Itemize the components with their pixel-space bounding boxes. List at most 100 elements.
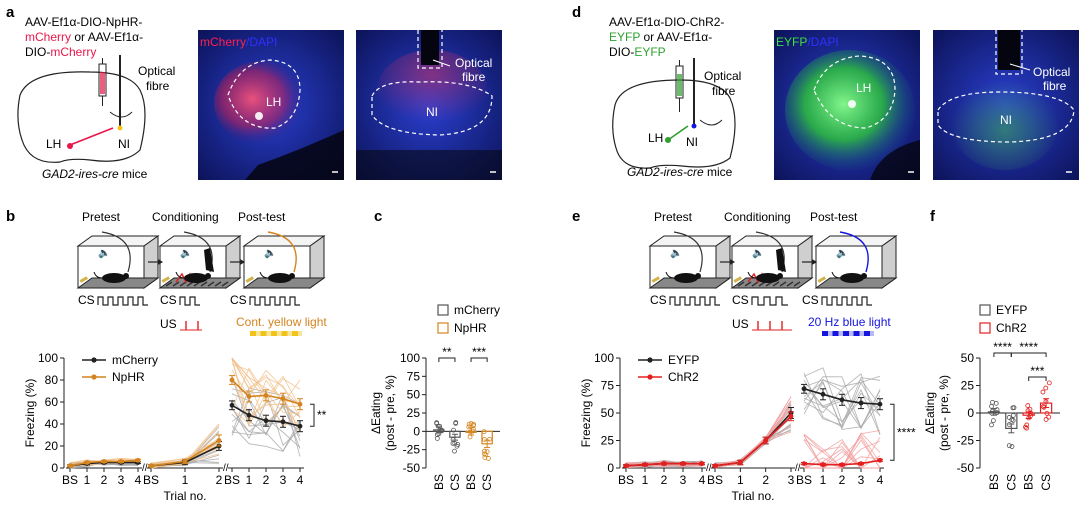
fibre-cable — [101, 231, 131, 273]
individual-trace — [803, 446, 881, 469]
x-axis-label: Trial no. — [164, 489, 207, 503]
scatter-point — [1006, 422, 1012, 427]
data-point — [101, 459, 107, 464]
legend-label: NpHR — [454, 321, 487, 335]
legend-label: EYFP — [668, 353, 699, 367]
light-label: Cont. yellow light — [236, 315, 327, 329]
speaker-icon: 🔈 — [264, 248, 276, 259]
individual-trace — [714, 409, 792, 467]
scatter-point — [434, 436, 440, 441]
significance-stars: *** — [472, 345, 486, 359]
individual-trace — [803, 372, 881, 428]
freezing-mouse — [204, 248, 214, 272]
axis-break-mark: // — [142, 463, 148, 474]
projection-line-d — [667, 125, 689, 141]
scatter-point — [1043, 385, 1049, 391]
mcherry-expression — [214, 61, 310, 145]
mice-label-d: GAD2-ires-cre mice — [627, 165, 733, 179]
food-pellet — [651, 276, 660, 283]
ni-label-d: NI — [686, 135, 698, 149]
light-pulse — [864, 331, 870, 336]
mouse-tail-icon — [831, 271, 841, 279]
scatter-point — [1010, 418, 1016, 423]
y-tick-label: 25 — [407, 406, 421, 420]
scatter-point — [487, 436, 492, 442]
light-pulse — [250, 331, 256, 336]
cs-waveform — [669, 296, 720, 306]
food-pellet — [79, 276, 88, 283]
virus-text-d-2: EYFP or AAV-Ef1α- — [609, 30, 712, 44]
legend-label: EYFP — [996, 303, 1027, 317]
food-pellet — [161, 276, 170, 283]
significance-stars: ** — [442, 345, 452, 359]
scatter-point — [1006, 443, 1012, 449]
grid-floor — [165, 281, 173, 287]
individual-trace — [714, 405, 792, 465]
data-point — [839, 462, 845, 468]
ni-outline — [371, 81, 493, 136]
legend-label: NpHR — [112, 370, 145, 384]
x-tick-label: 1 — [820, 473, 827, 487]
mouse-icon — [674, 273, 698, 283]
axis-break-mark: // — [706, 463, 712, 474]
y-tick-label: 20 — [45, 439, 59, 453]
mouse-tail-icon — [747, 271, 757, 279]
fibre-tip-d — [691, 123, 697, 129]
data-point — [858, 400, 864, 406]
axis-break-mark: // — [223, 463, 229, 474]
scatter-point — [467, 429, 473, 435]
fornix-marker — [848, 100, 856, 108]
optical-fibre-label-a-2: fibre — [146, 79, 170, 93]
x-tick-label: BS — [618, 473, 634, 487]
brain-sulcus-d — [699, 119, 723, 126]
fibre-cable — [839, 231, 869, 273]
micrograph-title-d: EYFP/DAPI — [776, 35, 839, 49]
data-point — [623, 463, 629, 469]
mouse-tail-icon — [665, 271, 675, 279]
individual-trace — [231, 423, 301, 452]
cs-label: CS — [230, 293, 247, 307]
x-tick-label: 1 — [84, 473, 91, 487]
scatter-point — [1010, 413, 1016, 418]
data-point — [737, 460, 743, 465]
micrograph-lh-label-d: LH — [856, 81, 871, 95]
micrograph-fibre-label-a: Optical — [455, 56, 492, 70]
data-point — [297, 423, 303, 429]
significance-bracket — [1028, 376, 1047, 381]
micrograph-a-ni: Optical fibre NI — [356, 30, 502, 180]
x-tick-label: 1 — [246, 473, 253, 487]
scatter-point — [437, 423, 443, 429]
individual-trace — [150, 444, 220, 464]
syringe-fill-d — [677, 74, 682, 96]
protocol-e: Pretest Conditioning Post-test 🔈 🔈 🔈 CS CS CS US 2… — [648, 210, 898, 336]
scatter-point — [1009, 444, 1015, 449]
significance-stars: *** — [1030, 364, 1044, 378]
fibre-track-outline — [995, 30, 1023, 75]
mcherry-fibres — [377, 50, 487, 130]
individual-trace — [803, 433, 880, 469]
x-tick-label: BS — [987, 474, 1001, 490]
fibre-track-outline — [417, 30, 443, 69]
y-tick-label: 60 — [45, 395, 59, 409]
scatter-point — [989, 403, 994, 409]
individual-trace — [231, 375, 301, 421]
grid-floor — [172, 281, 180, 287]
arrow-icon — [158, 259, 163, 265]
y-tick-label: 50 — [961, 351, 975, 365]
significance-bracket — [310, 403, 315, 427]
x-tick-label: 1 — [642, 473, 649, 487]
legend-marker — [647, 374, 653, 380]
grid-floor — [793, 281, 801, 287]
data-point — [263, 393, 269, 398]
x-tick-label: CS — [448, 474, 462, 491]
micrograph-fibre-label-a-2: fibre — [462, 70, 486, 84]
fibre-tip-a — [117, 125, 123, 131]
stage-label: Post-test — [238, 210, 286, 224]
x-tick-label: BS — [62, 473, 78, 487]
y-tick-label: 50 — [601, 406, 615, 420]
lh-outline — [227, 59, 301, 129]
mouse-icon — [184, 273, 208, 283]
mouse-tail-icon — [93, 271, 103, 279]
light-pulse — [853, 331, 860, 336]
data-point — [801, 461, 807, 466]
